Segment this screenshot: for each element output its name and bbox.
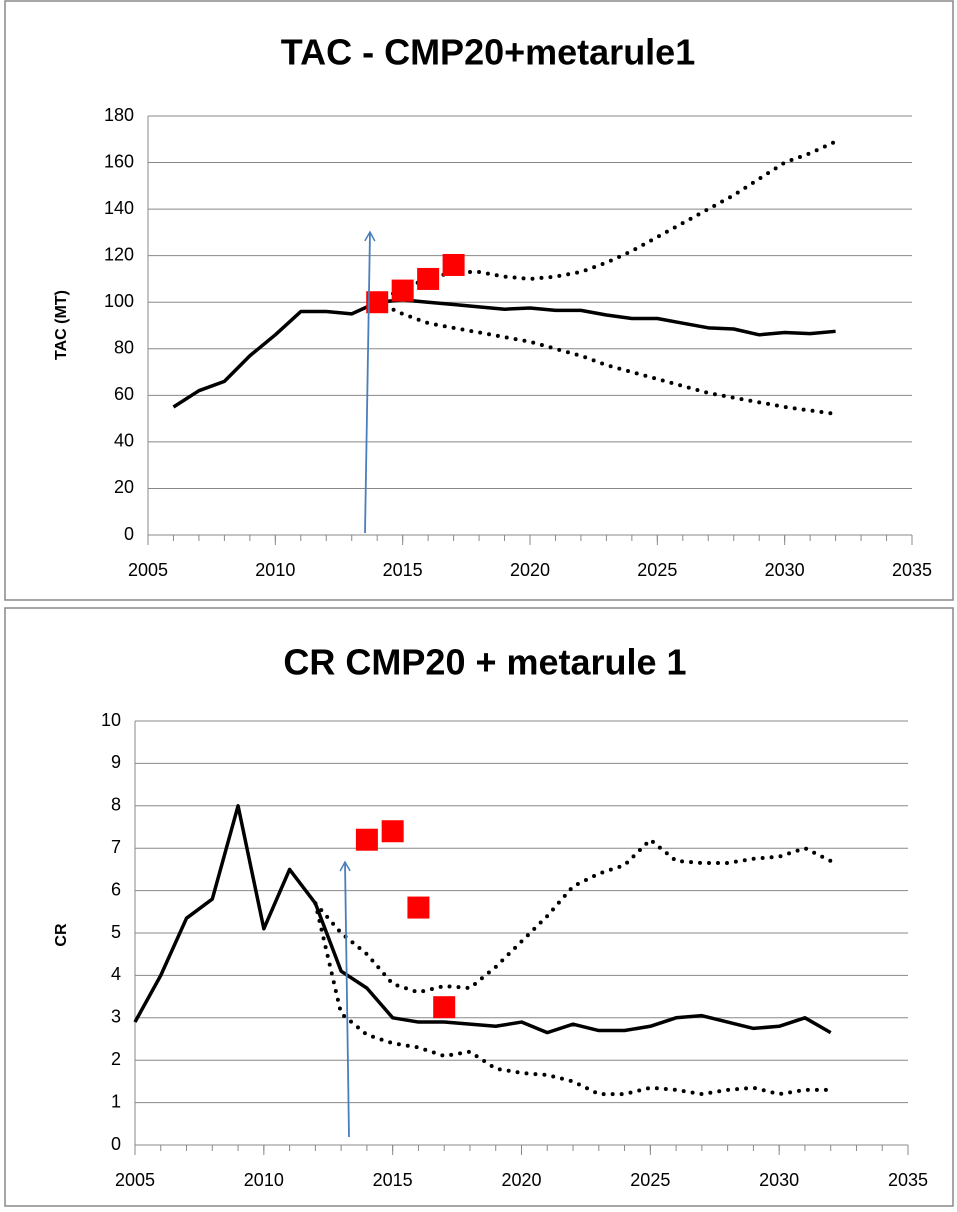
y-tick-label: 180 [104,105,134,125]
x-tick-label: 2020 [510,560,550,580]
line [133,804,832,1035]
x-tick-label: 2010 [255,560,295,580]
y-tick-label: 10 [101,710,121,730]
y-tick-label: 140 [104,198,134,218]
marker [407,896,430,919]
chart-title: CR CMP20 + metarule 1 [283,642,686,683]
marker [366,291,389,314]
y-tick-label: 7 [111,837,121,857]
x-tick-label: 2035 [892,560,932,580]
y-tick-label: 9 [111,752,121,772]
marker [355,828,378,851]
marker [381,820,404,843]
arrow [364,230,376,534]
x-tick-label: 2025 [637,560,677,580]
x-tick-label: 2030 [759,1170,799,1190]
y-tick-label: 60 [114,384,134,404]
y-axis-label: TAC (MT) [53,290,70,360]
y-tick-label: 8 [111,795,121,815]
x-tick-label: 2030 [765,560,805,580]
y-tick-label: 80 [114,338,134,358]
chart-title: TAC - CMP20+metarule1 [281,32,695,73]
y-tick-label: 0 [124,524,134,544]
y-tick-label: 100 [104,291,134,311]
chart: CR CMP20 + metarule 1 CR 0 1 2 3 4 5 6 7 8 9 10 2005 2… [53,642,928,1190]
x-tick-label: 2010 [244,1170,284,1190]
y-tick-label: 5 [111,922,121,942]
panel [4,607,954,1207]
y-tick-label: 6 [111,879,121,899]
y-tick-label: 1 [111,1091,121,1111]
marker [442,253,465,276]
y-axis-label: CR [53,923,70,947]
chart: TAC - CMP20+metarule1 TAC (MT) 0 20 40 60 80 10… [53,32,932,580]
y-tick-label: 120 [104,244,134,264]
x-tick-label: 2020 [501,1170,541,1190]
line [375,300,838,416]
marker [391,279,414,302]
x-tick-label: 2025 [630,1170,670,1190]
y-tick-label: 2 [111,1049,121,1069]
arrow [339,860,351,1138]
line [313,901,833,1097]
marker [417,267,440,290]
y-tick-label: 0 [111,1134,121,1154]
line [313,837,833,995]
marker [433,996,456,1019]
x-tick-label: 2015 [373,1170,413,1190]
y-tick-label: 3 [111,1007,121,1027]
x-tick-label: 2005 [115,1170,155,1190]
x-tick-label: 2005 [128,560,168,580]
x-tick-label: 2035 [888,1170,928,1190]
y-tick-label: 160 [104,151,134,171]
x-tick-label: 2015 [383,560,423,580]
y-tick-label: 40 [114,431,134,451]
y-tick-label: 20 [114,477,134,497]
line [172,298,836,409]
y-tick-label: 4 [111,964,121,984]
panel [4,0,954,601]
